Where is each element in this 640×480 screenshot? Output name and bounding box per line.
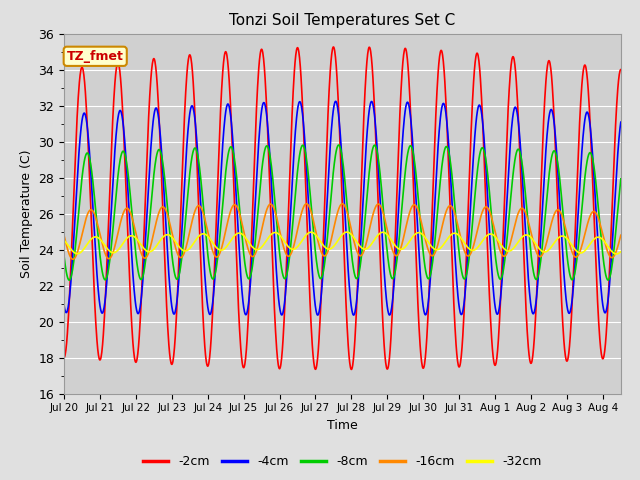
- Text: TZ_fmet: TZ_fmet: [67, 50, 124, 63]
- Legend: -2cm, -4cm, -8cm, -16cm, -32cm: -2cm, -4cm, -8cm, -16cm, -32cm: [138, 450, 547, 473]
- Title: Tonzi Soil Temperatures Set C: Tonzi Soil Temperatures Set C: [229, 13, 456, 28]
- X-axis label: Time: Time: [327, 419, 358, 432]
- Y-axis label: Soil Temperature (C): Soil Temperature (C): [20, 149, 33, 278]
